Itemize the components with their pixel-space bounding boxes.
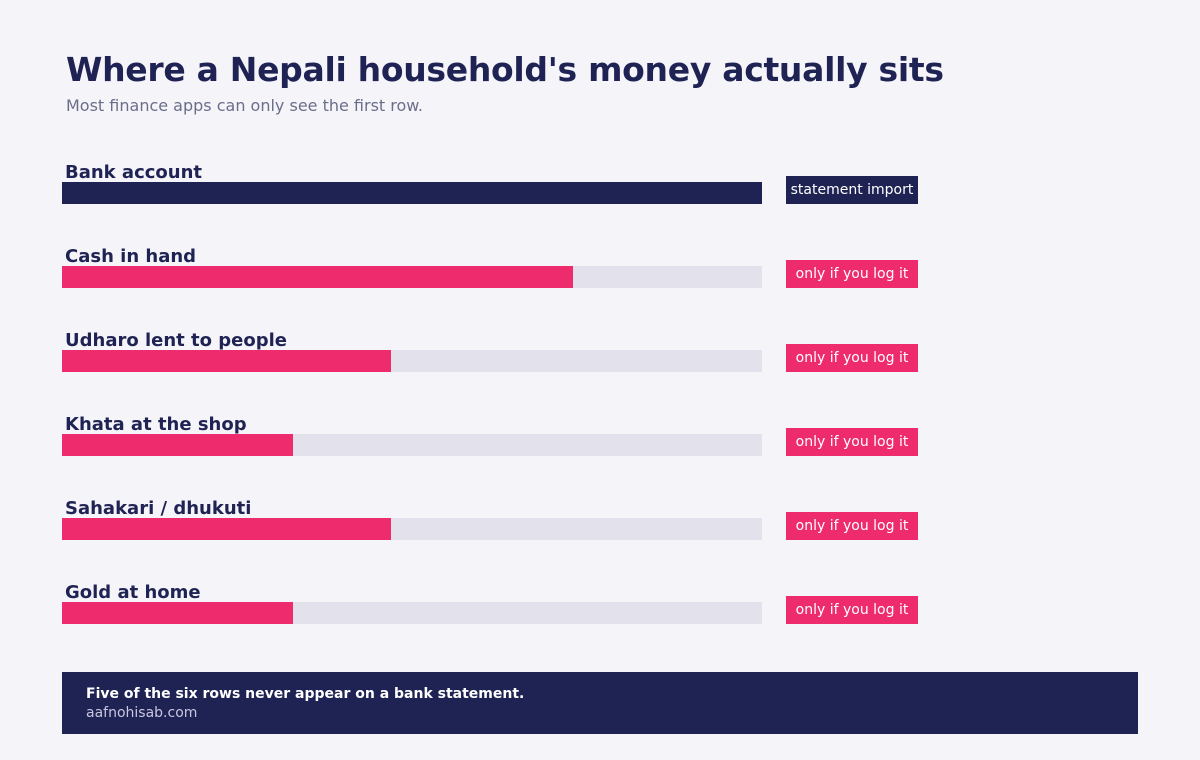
bar-track <box>62 434 762 456</box>
chart-title: Where a Nepali household's money actuall… <box>66 50 944 89</box>
bar-label: Gold at home <box>65 582 201 603</box>
bar-track <box>62 266 762 288</box>
source-badge: only if you log it <box>786 596 918 624</box>
bar-label: Cash in hand <box>65 246 197 267</box>
chart-subtitle: Most finance apps can only see the first… <box>66 96 423 115</box>
bar-row: Gold at home only if you log it <box>0 582 1200 666</box>
source-badge: only if you log it <box>786 344 918 372</box>
bar-label: Bank account <box>65 162 203 183</box>
bar-label: Udharo lent to people <box>65 330 287 351</box>
source-badge: only if you log it <box>786 428 918 456</box>
bar-row: Sahakari / dhukuti only if you log it <box>0 498 1200 582</box>
source-badge: only if you log it <box>786 512 918 540</box>
source-badge: statement import <box>786 176 918 204</box>
bar-row: Cash in hand only if you log it <box>0 246 1200 330</box>
footer-banner: Five of the six rows never appear on a b… <box>62 672 1138 734</box>
bar-track <box>62 182 762 204</box>
source-badge: only if you log it <box>786 260 918 288</box>
bar-fill <box>62 434 293 456</box>
bar-track <box>62 518 762 540</box>
bar-track <box>62 350 762 372</box>
bar-label: Sahakari / dhukuti <box>65 498 252 519</box>
bar-fill <box>62 266 573 288</box>
bar-fill <box>62 350 391 372</box>
bar-track <box>62 602 762 624</box>
footer-site: aafnohisab.com <box>86 705 198 721</box>
bar-fill <box>62 602 293 624</box>
bar-row: Khata at the shop only if you log it <box>0 414 1200 498</box>
bar-fill <box>62 518 391 540</box>
bar-label: Khata at the shop <box>65 414 247 435</box>
bar-fill <box>62 182 762 204</box>
bar-row: Bank account statement import <box>0 162 1200 246</box>
footer-note: Five of the six rows never appear on a b… <box>86 686 525 702</box>
bar-row: Udharo lent to people only if you log it <box>0 330 1200 414</box>
